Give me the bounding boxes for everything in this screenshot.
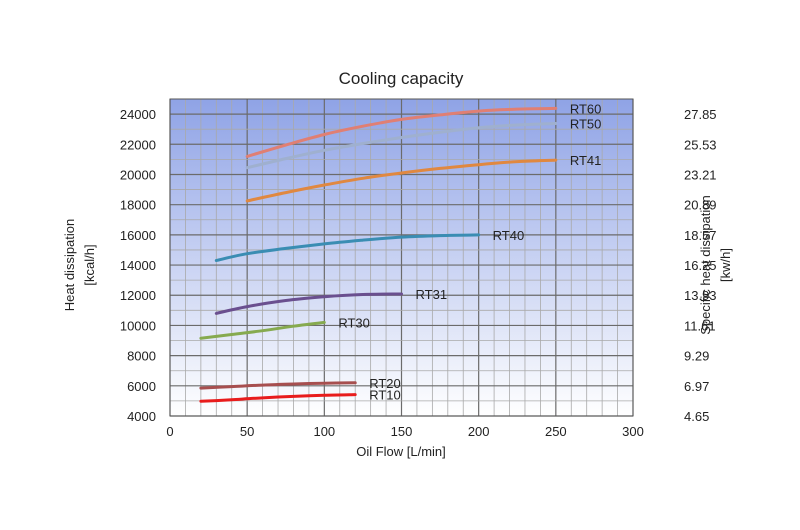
y-tick-label: 10000: [120, 318, 156, 333]
y2-tick-label: 9.29: [684, 349, 709, 364]
series-label-rt50: RT50: [570, 116, 602, 131]
x-tick-label: 300: [622, 424, 644, 439]
y2-tick-label: 18.57: [684, 228, 717, 243]
y-tick-label: 8000: [127, 349, 156, 364]
y2-axis-label-line2: [kw/h]: [718, 248, 733, 282]
tick-labels: 0 50 100 150 200 250 300 4000 4.65 6000 6.97 8000 9.…: [120, 107, 717, 439]
x-tick-label: 250: [545, 424, 567, 439]
x-tick-label: 100: [313, 424, 335, 439]
series-label-rt40: RT40: [493, 228, 525, 243]
series-label-rt30: RT30: [338, 315, 370, 330]
y-axis-label-line2: [kcal/h]: [82, 244, 97, 285]
y-tick-label: 14000: [120, 258, 156, 273]
chart-title: Cooling capacity: [339, 69, 464, 88]
series-label-rt10: RT10: [369, 388, 401, 403]
y-tick-label: 18000: [120, 198, 156, 213]
y2-tick-label: 4.65: [684, 409, 709, 424]
y-tick-label: 12000: [120, 288, 156, 303]
y2-tick-label: 20.89: [684, 198, 717, 213]
y2-tick-label: 11.61: [684, 318, 716, 333]
y2-tick-label: 23.21: [684, 167, 717, 182]
y2-tick-label: 25.53: [684, 137, 717, 152]
series-line-rt60: [245, 106, 558, 158]
series-line-rt41: [245, 158, 558, 203]
y-tick-label: 4000: [127, 409, 156, 424]
series-label-rt20: RT20: [369, 376, 401, 391]
x-tick-label: 0: [166, 424, 173, 439]
plot-frame: [169, 98, 634, 417]
y2-tick-label: 13.93: [684, 288, 717, 303]
series-line-rt40: [214, 233, 481, 262]
x-tick-label: 200: [468, 424, 490, 439]
x-tick-label: 50: [240, 424, 254, 439]
y-tick-label: 6000: [127, 379, 156, 394]
y-tick-label: 24000: [120, 107, 156, 122]
series-line-rt20: [199, 381, 357, 390]
series-label-rt60: RT60: [570, 101, 602, 116]
y2-axis-label-line1: Specific heat dissipation: [698, 195, 713, 334]
series-line-rt10: [199, 393, 357, 403]
y-tick-label: 16000: [120, 228, 156, 243]
y2-tick-label: 27.85: [684, 107, 717, 122]
y2-tick-label: 6.97: [684, 379, 709, 394]
series-label-rt31: RT31: [416, 287, 448, 302]
series-line-rt50: [245, 122, 558, 170]
x-tick-label: 150: [391, 424, 413, 439]
x-axis-label: Oil Flow [L/min]: [356, 444, 446, 459]
y-tick-label: 20000: [120, 167, 156, 182]
y2-tick-label: 16.25: [684, 258, 717, 273]
series-line-rt31: [214, 292, 403, 315]
y-axis-label-line1: Heat dissipation: [62, 219, 77, 312]
series-label-rt41: RT41: [570, 153, 602, 168]
series-line-rt30: [199, 320, 326, 340]
y-tick-label: 22000: [120, 137, 156, 152]
